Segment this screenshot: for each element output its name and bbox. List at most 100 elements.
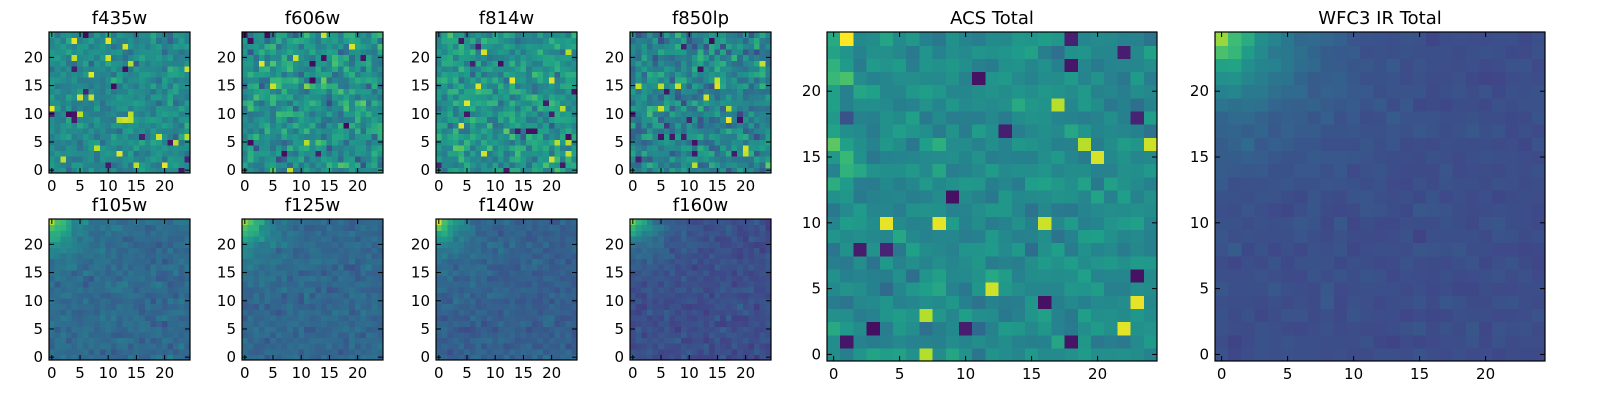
heatmap-cell <box>264 241 271 248</box>
heatmap-cell <box>150 77 157 84</box>
heatmap-cell <box>452 122 460 129</box>
heatmap-cell <box>737 326 744 333</box>
heatmap-cell <box>658 122 665 129</box>
heatmap-cell <box>122 269 129 276</box>
heatmap-cell <box>298 43 305 50</box>
y-tick-label: 10 <box>24 105 43 123</box>
heatmap-cell <box>447 116 454 123</box>
heatmap-cell <box>111 224 118 231</box>
heatmap-cell <box>652 156 659 163</box>
heatmap-cell <box>720 88 727 95</box>
heatmap-cell <box>242 144 249 152</box>
heatmap-cell <box>543 60 550 67</box>
heatmap-cell <box>133 48 140 56</box>
heatmap-cell <box>458 348 465 355</box>
heatmap-cell <box>441 235 448 243</box>
heatmap-cell <box>742 43 750 50</box>
heatmap-cell <box>111 314 118 322</box>
heatmap-cell <box>759 77 766 84</box>
heatmap-cell <box>452 219 460 226</box>
heatmap-cell <box>675 139 682 146</box>
heatmap-cell <box>156 99 163 106</box>
heatmap-cell <box>111 110 118 118</box>
heatmap-cell <box>309 337 316 344</box>
heatmap-cell <box>275 127 283 135</box>
heatmap-cell <box>537 309 544 316</box>
heatmap-cell <box>111 252 118 260</box>
heatmap-cell <box>692 343 699 350</box>
heatmap-cell <box>139 150 146 157</box>
heatmap-cell <box>436 105 443 112</box>
heatmap-cell <box>144 37 152 44</box>
heatmap-cell <box>731 77 738 84</box>
heatmap-cell <box>82 150 90 157</box>
heatmap-cell <box>247 326 254 333</box>
heatmap-cell <box>133 150 140 157</box>
heatmap-cell <box>309 82 316 89</box>
heatmap-cell <box>320 144 328 152</box>
heatmap-cell <box>675 281 682 288</box>
heatmap-cell <box>49 348 56 355</box>
heatmap-cell <box>281 348 288 355</box>
heatmap-cell <box>122 241 129 248</box>
heatmap-cell <box>641 297 648 305</box>
heatmap-cell <box>731 32 738 39</box>
heatmap-cell <box>366 219 373 226</box>
heatmap-cell <box>122 127 129 135</box>
heatmap-cell <box>703 60 710 67</box>
heatmap-cell <box>264 127 271 135</box>
heatmap-cell <box>635 71 642 78</box>
heatmap-cell <box>565 331 572 339</box>
heatmap-cell <box>697 161 704 168</box>
heatmap-cell <box>646 297 654 305</box>
heatmap-cell <box>77 269 84 276</box>
heatmap-cell <box>458 133 465 140</box>
heatmap-cell <box>635 292 642 299</box>
heatmap-cell <box>509 133 516 140</box>
heatmap-cell <box>565 314 572 322</box>
heatmap-cell <box>571 60 578 67</box>
heatmap-cell <box>247 99 254 106</box>
heatmap-cell <box>60 286 67 293</box>
heatmap-cell <box>287 241 294 248</box>
heatmap-cell <box>139 275 146 282</box>
heatmap-cell <box>287 309 294 316</box>
heatmap-cell <box>765 99 772 106</box>
heatmap-cell <box>49 337 56 344</box>
heatmap-cell <box>498 309 505 316</box>
heatmap-cell <box>144 219 152 226</box>
heatmap-cell <box>127 337 135 344</box>
heatmap-cell <box>360 235 367 243</box>
heatmap-cell <box>509 150 516 157</box>
heatmap-cell <box>178 230 185 237</box>
heatmap-cell <box>560 348 567 355</box>
heatmap-cell <box>332 354 339 361</box>
heatmap-cell <box>503 139 510 146</box>
heatmap-cell <box>543 161 550 168</box>
heatmap-cell <box>377 65 384 73</box>
heatmap-cell <box>475 48 482 56</box>
heatmap-cell <box>458 110 465 118</box>
heatmap-cells-f160w <box>630 219 772 361</box>
heatmap-cell <box>754 43 761 50</box>
heatmap-cell <box>360 133 367 140</box>
heatmap-cell <box>498 343 505 350</box>
heatmap-cell <box>708 32 716 39</box>
heatmap-cell <box>737 77 744 84</box>
heatmap-cell <box>641 167 648 174</box>
heatmap-cell <box>514 82 522 89</box>
heatmap-cell <box>270 275 277 282</box>
heatmap-cell <box>537 241 544 248</box>
heatmap-cell <box>133 105 140 112</box>
heatmap-cell <box>298 235 305 243</box>
heatmap-cell <box>571 77 578 84</box>
heatmap-cell <box>714 156 721 163</box>
heatmap-cell <box>270 133 277 140</box>
heatmap-cell <box>292 343 299 350</box>
heatmap-cell <box>447 219 454 226</box>
heatmap-cell <box>65 82 73 89</box>
heatmap-cell <box>332 314 339 322</box>
heatmap-cell <box>326 331 333 339</box>
heatmap-cell <box>498 258 505 265</box>
heatmap-cell <box>332 224 339 231</box>
